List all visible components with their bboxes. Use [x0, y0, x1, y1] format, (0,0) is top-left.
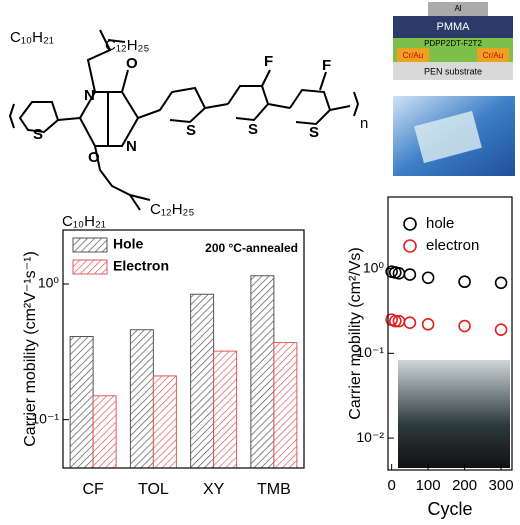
side-chain: C₁₀H₂₁ — [62, 213, 106, 230]
point — [403, 268, 417, 281]
atom: S — [248, 121, 258, 138]
side-chain: C₁₂H₂₅ — [105, 37, 149, 54]
legend-label: hole — [426, 215, 454, 232]
bar — [250, 275, 275, 469]
y-tick-label: 10⁰ — [38, 275, 60, 291]
atom: S — [33, 126, 43, 143]
atom: N — [84, 87, 95, 104]
chemical-structure — [8, 29, 360, 211]
atom: S — [186, 122, 196, 139]
point — [421, 318, 435, 331]
point — [403, 316, 417, 329]
atom: O — [126, 55, 138, 72]
plot-frame — [62, 229, 305, 469]
plot-frame — [387, 196, 513, 471]
bar — [273, 342, 298, 469]
x-tick-label: XY — [203, 481, 225, 498]
device-schematic — [393, 2, 513, 80]
x-tick-label: 200 — [452, 477, 477, 494]
layer-label: PMMA — [437, 21, 471, 33]
legend-label: Hole — [113, 236, 144, 252]
x-tick-label: TOL — [138, 481, 169, 498]
legend-label: Electron — [113, 258, 169, 274]
x-tick-label: 300 — [489, 477, 514, 494]
atom: F — [322, 57, 331, 74]
layer-label: PEN substrate — [424, 66, 482, 76]
y-tick-label: 10⁻¹ — [31, 410, 59, 426]
y-axis-label: Carrier mobility (cm²V⁻¹s⁻¹) — [22, 251, 39, 447]
side-chain: C₁₀H₂₁ — [10, 29, 54, 46]
x-axis-label: Cycle — [427, 499, 472, 519]
atom: N — [126, 138, 137, 155]
atom: O — [88, 149, 100, 166]
device-photo-film — [414, 110, 482, 164]
x-tick-label: 0 — [387, 477, 395, 494]
x-tick-label: TMB — [257, 481, 291, 498]
bar — [152, 375, 177, 469]
legend-marker — [403, 239, 417, 253]
point — [421, 271, 435, 285]
atom: S — [309, 124, 319, 141]
point — [458, 275, 471, 289]
bar — [190, 293, 215, 469]
x-tick-label: 100 — [416, 477, 441, 494]
point — [494, 323, 508, 337]
bar — [129, 329, 154, 469]
bar — [213, 350, 238, 469]
atom: F — [264, 53, 273, 70]
bar — [92, 395, 117, 469]
x-tick-label: CF — [82, 481, 104, 498]
y-tick-label: 10⁻¹ — [356, 344, 384, 360]
repeat-index: n — [360, 115, 368, 132]
point — [388, 314, 402, 328]
y-axis-label: Carrier mobility (cm²/Vs) — [347, 247, 364, 419]
bar — [69, 336, 94, 469]
layer-label: Cr/Au — [403, 51, 423, 60]
annotation: 200 °C-annealed — [205, 241, 298, 255]
legend-marker — [403, 217, 417, 231]
layer-label: PDPP2DT-F2T2 — [424, 39, 482, 48]
y-tick-label: 10⁰ — [363, 259, 385, 275]
layer-label: Cr/Au — [483, 51, 503, 60]
y-tick-label: 10⁻² — [356, 429, 384, 445]
point — [494, 276, 508, 290]
inset-photo — [398, 360, 510, 468]
legend-label: electron — [426, 237, 479, 254]
layer-label: Al — [454, 4, 461, 13]
side-chain: C₁₂H₂₅ — [150, 201, 194, 218]
legend-swatch — [72, 259, 108, 275]
legend-swatch — [72, 237, 108, 253]
point — [458, 319, 471, 333]
